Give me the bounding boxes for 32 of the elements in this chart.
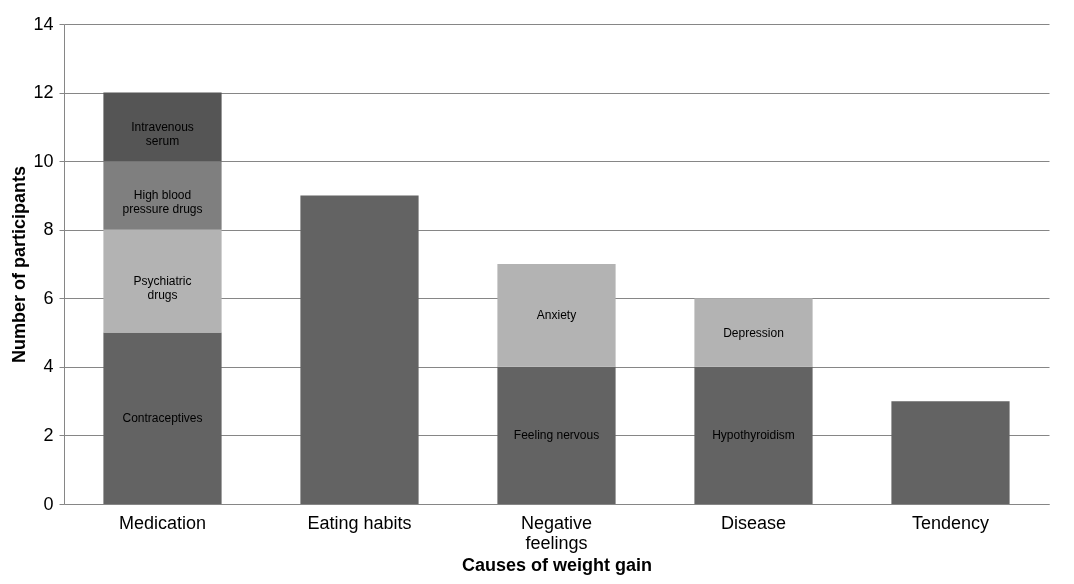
bar xyxy=(103,229,222,333)
data-label: Contraceptives xyxy=(122,411,203,426)
bar xyxy=(497,366,616,504)
x-tick-label: Eating habits xyxy=(307,512,412,533)
x-axis-title: Causes of weight gain xyxy=(461,554,653,575)
bar xyxy=(103,332,222,504)
data-label: Intravenous serum xyxy=(131,119,194,148)
bar xyxy=(694,298,813,367)
x-tick-label: Negative feelings xyxy=(520,512,593,553)
x-tick-label: Medication xyxy=(118,512,207,533)
y-tick-label: 4 xyxy=(43,356,54,377)
bar xyxy=(891,401,1010,504)
x-tick-label: Tendency xyxy=(911,512,990,533)
bar xyxy=(103,92,222,162)
data-label: Psychiatric drugs xyxy=(133,274,192,303)
y-tick-label: 12 xyxy=(33,82,54,103)
data-label: Feeling nervous xyxy=(513,428,600,443)
y-tick-label: 6 xyxy=(43,287,54,308)
data-label: Anxiety xyxy=(536,308,577,323)
bar xyxy=(300,195,419,504)
y-tick-label: 2 xyxy=(43,424,54,445)
y-axis-title: Number of participants xyxy=(9,165,30,364)
y-tick-label: 14 xyxy=(33,13,54,34)
y-tick-label: 8 xyxy=(43,219,54,240)
x-tick-label: Disease xyxy=(720,512,787,533)
data-label: Depression xyxy=(723,325,784,340)
y-tick-label: 10 xyxy=(33,150,54,171)
data-label: High blood pressure drugs xyxy=(122,188,203,217)
y-tick-label: 0 xyxy=(43,493,54,514)
bar xyxy=(497,264,616,367)
bar xyxy=(694,366,813,504)
data-label: Hypothyroidism xyxy=(712,428,795,443)
